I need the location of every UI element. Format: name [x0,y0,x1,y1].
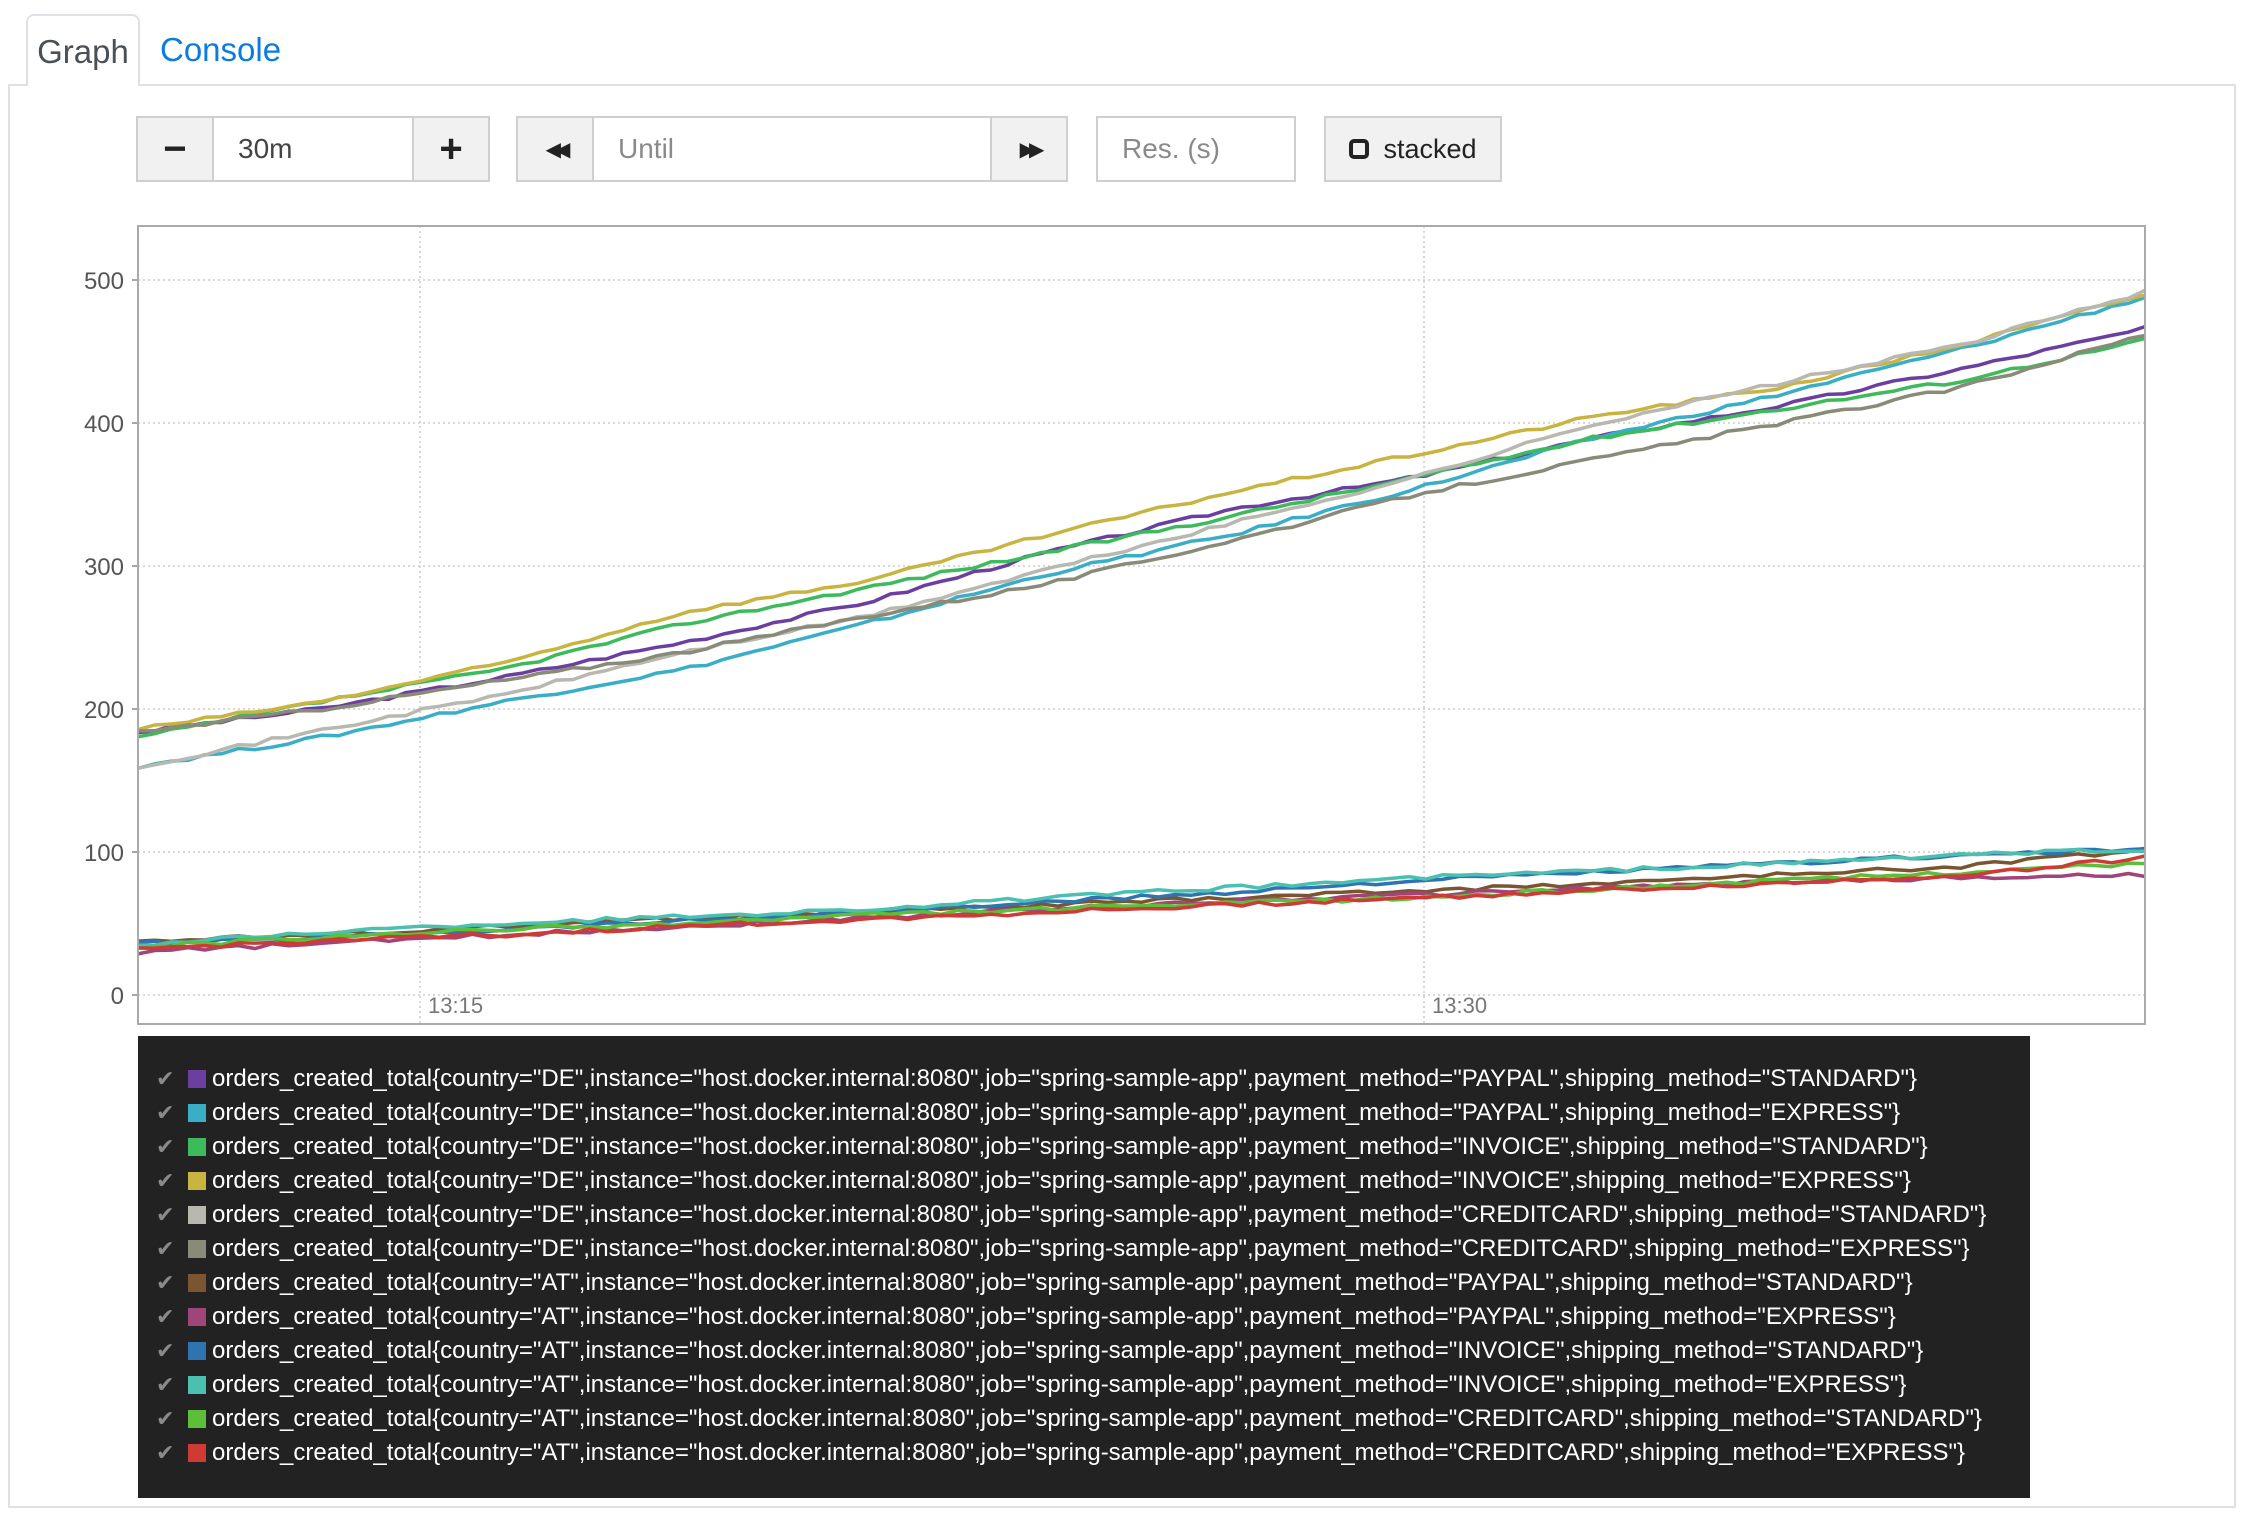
checkmark-icon: ✔ [156,1236,175,1262]
legend-swatch [188,1206,206,1224]
series-line [137,847,2145,948]
fast-forward-icon[interactable]: ▶▶ [990,116,1068,182]
until-input[interactable]: Until [592,116,992,182]
legend-item[interactable]: ✔ orders_created_total{country="AT",insta… [156,1436,1965,1470]
legend-swatch [188,1376,206,1394]
legend-item[interactable]: ✔ orders_created_total{country="AT",insta… [156,1368,1906,1402]
series-line [137,854,2146,951]
y-tick-label: 200 [84,697,124,724]
legend-label: orders_created_total{country="AT",instan… [212,1303,1896,1330]
checkmark-icon: ✔ [156,1270,175,1296]
y-tick-label: 400 [84,411,124,438]
legend-label: orders_created_total{country="AT",instan… [212,1405,1982,1432]
rewind-icon[interactable]: ◀◀ [516,116,594,182]
legend-swatch [188,1138,206,1156]
resolution-input[interactable]: Res. (s) [1096,116,1296,182]
checkmark-icon: ✔ [156,1202,175,1228]
tab-console[interactable]: Console [160,31,282,68]
legend-swatch [188,1342,206,1360]
legend-item[interactable]: ✔ orders_created_total{country="AT",insta… [156,1266,1913,1300]
series-line [137,861,2146,950]
checkbox-icon [1349,139,1370,159]
legend: ✔ orders_created_total{country="DE",insta… [138,1036,2030,1498]
legend-label: orders_created_total{country="DE",instan… [212,1201,1987,1228]
legend-label: orders_created_total{country="AT",instan… [212,1439,1966,1466]
legend-swatch [188,1172,206,1190]
range-decrease-button[interactable]: − [136,116,214,182]
series-line [137,871,2146,956]
checkmark-icon: ✔ [156,1100,175,1126]
checkmark-icon: ✔ [156,1304,175,1330]
legend-swatch [188,1410,206,1428]
legend-item[interactable]: ✔ orders_created_total{country="DE",insta… [156,1130,1928,1164]
checkmark-icon: ✔ [156,1440,175,1466]
legend-item[interactable]: ✔ orders_created_total{country="AT",insta… [156,1334,1923,1368]
x-tick-label: 13:15 [428,993,483,1018]
plot-border [137,225,2146,1025]
legend-item[interactable]: ✔ orders_created_total{country="DE",insta… [156,1164,1911,1198]
legend-item[interactable]: ✔ orders_created_total{country="AT",insta… [156,1300,1896,1334]
checkmark-icon: ✔ [156,1168,175,1194]
y-tick-label: 0 [111,983,124,1010]
tab-divider [140,84,2235,86]
series-line [137,847,2146,946]
y-tick-label: 500 [84,268,124,295]
legend-label: orders_created_total{country="DE",instan… [212,1167,1911,1194]
y-tick-label: 100 [84,840,124,867]
chart-series [137,288,2146,956]
stacked-toggle[interactable]: stacked [1324,116,1502,182]
y-tick-label: 300 [84,554,124,581]
series-line [137,336,2146,739]
checkmark-icon: ✔ [156,1406,175,1432]
stacked-label: stacked [1383,133,1477,164]
legend-label: orders_created_total{country="DE",instan… [212,1065,1918,1092]
x-tick-label: 13:30 [1432,993,1487,1018]
series-line [137,324,2146,735]
graph-panel [8,84,2236,1508]
legend-label: orders_created_total{country="AT",instan… [212,1371,1907,1398]
chart-area: 0 100 200 300 400 500 13:15 13:30 [84,225,2146,1025]
chart-axis-labels: 0 100 200 300 400 500 13:15 13:30 [84,268,1487,1018]
checkmark-icon: ✔ [156,1134,175,1160]
legend-swatch [188,1104,206,1122]
tab-graph[interactable]: Graph [26,14,140,86]
legend-swatch [188,1274,206,1292]
series-line [137,293,2146,732]
legend-label: orders_created_total{country="DE",instan… [212,1235,1970,1262]
legend-swatch [188,1070,206,1088]
legend-swatch [188,1240,206,1258]
series-line [137,333,2146,733]
legend-item[interactable]: ✔ orders_created_total{country="DE",insta… [156,1096,1900,1130]
series-line [137,288,2146,770]
legend-item[interactable]: ✔ orders_created_total{country="DE",insta… [156,1062,1917,1096]
range-increase-button[interactable]: + [412,116,490,182]
tab-divider [10,84,26,86]
series-line [137,295,2146,770]
legend-label: orders_created_total{country="DE",instan… [212,1133,1928,1160]
legend-label: orders_created_total{country="AT",instan… [212,1337,1924,1364]
legend-swatch [188,1308,206,1326]
legend-label: orders_created_total{country="AT",instan… [212,1269,1913,1296]
tab-bar: Graph Console [0,0,2246,86]
checkmark-icon: ✔ [156,1066,175,1092]
legend-label: orders_created_total{country="DE",instan… [212,1099,1901,1126]
range-input[interactable]: 30m [212,116,414,182]
checkmark-icon: ✔ [156,1338,175,1364]
legend-item[interactable]: ✔ orders_created_total{country="DE",insta… [156,1198,1986,1232]
legend-swatch [188,1444,206,1462]
legend-item[interactable]: ✔ orders_created_total{country="AT",insta… [156,1402,1982,1436]
legend-item[interactable]: ✔ orders_created_total{country="DE",insta… [156,1232,1969,1266]
series-line [137,846,2146,944]
chart-frame [137,225,2146,1025]
checkmark-icon: ✔ [156,1372,175,1398]
